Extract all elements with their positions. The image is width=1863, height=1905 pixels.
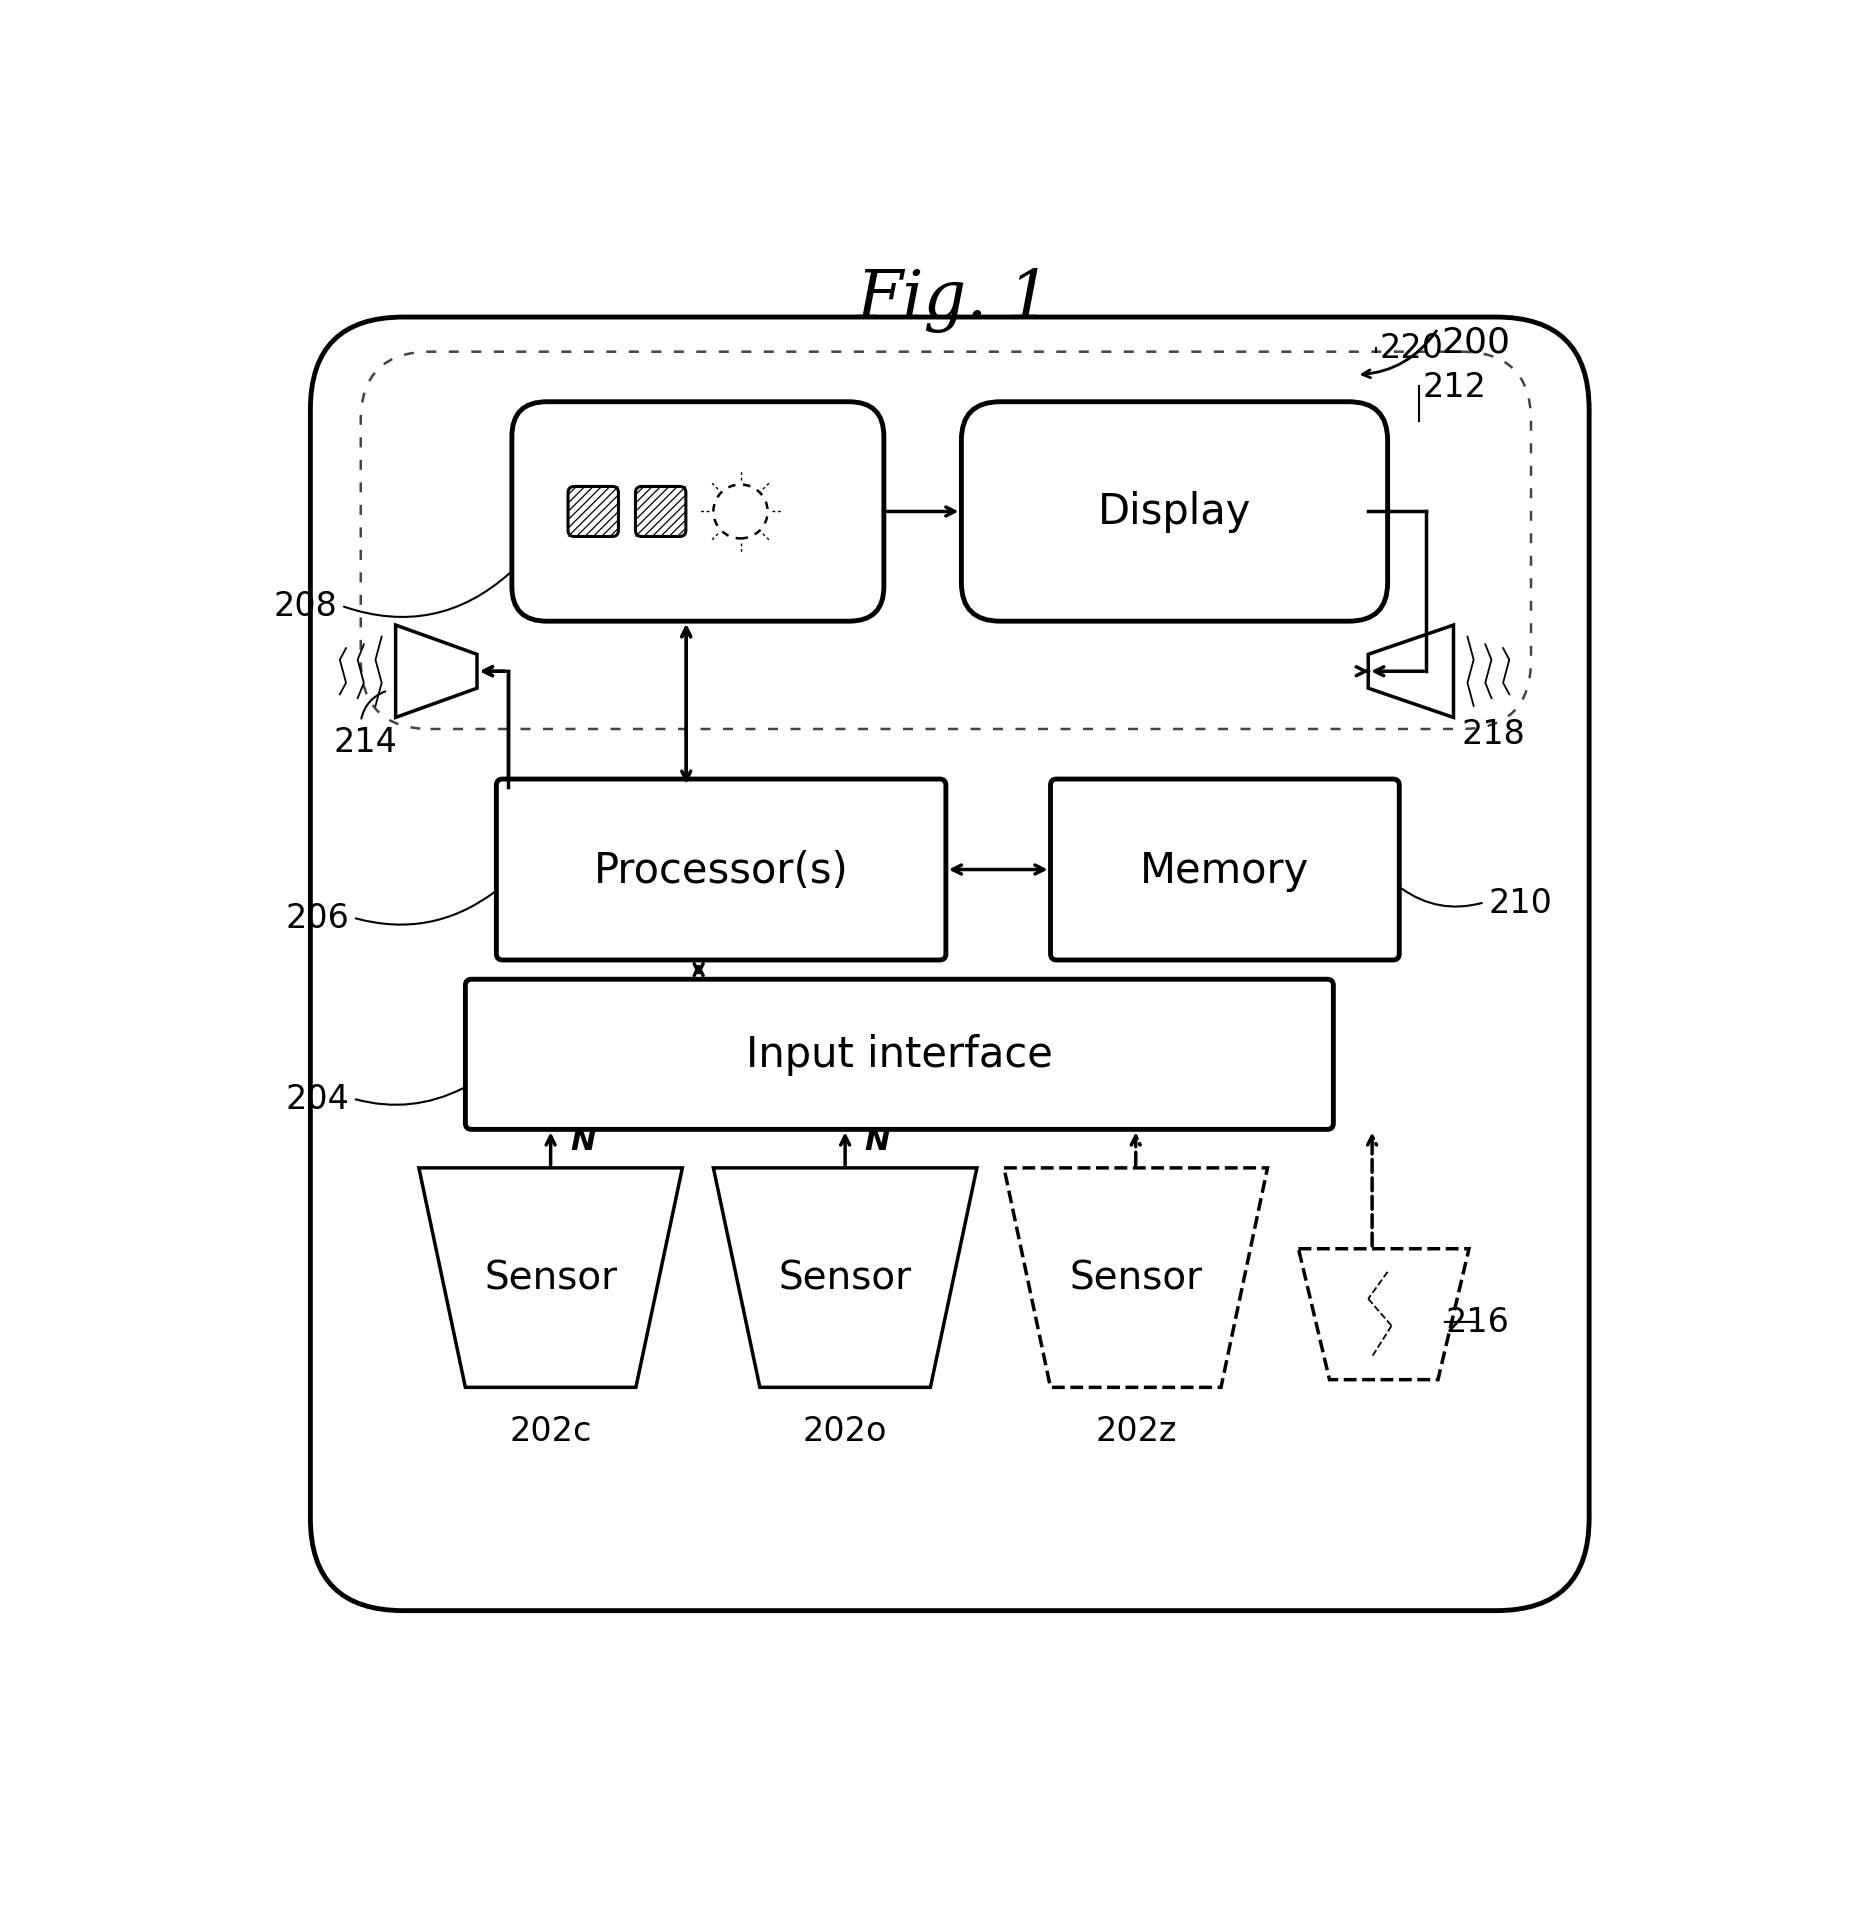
Polygon shape [1367,625,1453,718]
FancyBboxPatch shape [466,979,1334,1130]
Text: 210: 210 [1489,886,1552,920]
FancyBboxPatch shape [512,402,883,621]
Text: N: N [570,1128,596,1156]
Polygon shape [1004,1168,1267,1387]
Text: Display: Display [1097,491,1252,533]
Polygon shape [419,1168,682,1387]
Polygon shape [714,1168,976,1387]
Text: Sensor: Sensor [484,1259,617,1297]
Polygon shape [395,625,477,718]
Text: Sensor: Sensor [779,1259,911,1297]
Text: 218: 218 [1461,718,1526,751]
Text: Sensor: Sensor [1069,1259,1202,1297]
Text: 214: 214 [333,726,397,758]
Text: Processor(s): Processor(s) [594,850,848,892]
FancyBboxPatch shape [635,488,686,537]
Text: 206: 206 [285,901,348,935]
Text: 202z: 202z [1095,1415,1176,1448]
FancyBboxPatch shape [1051,779,1399,960]
Text: 200: 200 [1442,326,1511,360]
FancyBboxPatch shape [311,318,1589,1612]
Text: Memory: Memory [1140,850,1310,892]
FancyBboxPatch shape [496,779,946,960]
Text: 202c: 202c [509,1415,592,1448]
FancyBboxPatch shape [568,488,619,537]
Text: 204: 204 [285,1082,348,1116]
Text: 202o: 202o [803,1415,887,1448]
Text: N: N [864,1128,891,1156]
Text: 208: 208 [274,591,337,623]
Text: Input interface: Input interface [745,1034,1053,1076]
Polygon shape [1299,1250,1470,1379]
FancyBboxPatch shape [361,352,1531,730]
Text: 216: 216 [1446,1305,1509,1339]
FancyBboxPatch shape [961,402,1388,621]
Text: 220: 220 [1380,331,1444,366]
Text: Fig. 1: Fig. 1 [857,269,1051,333]
Text: 212: 212 [1423,371,1487,404]
